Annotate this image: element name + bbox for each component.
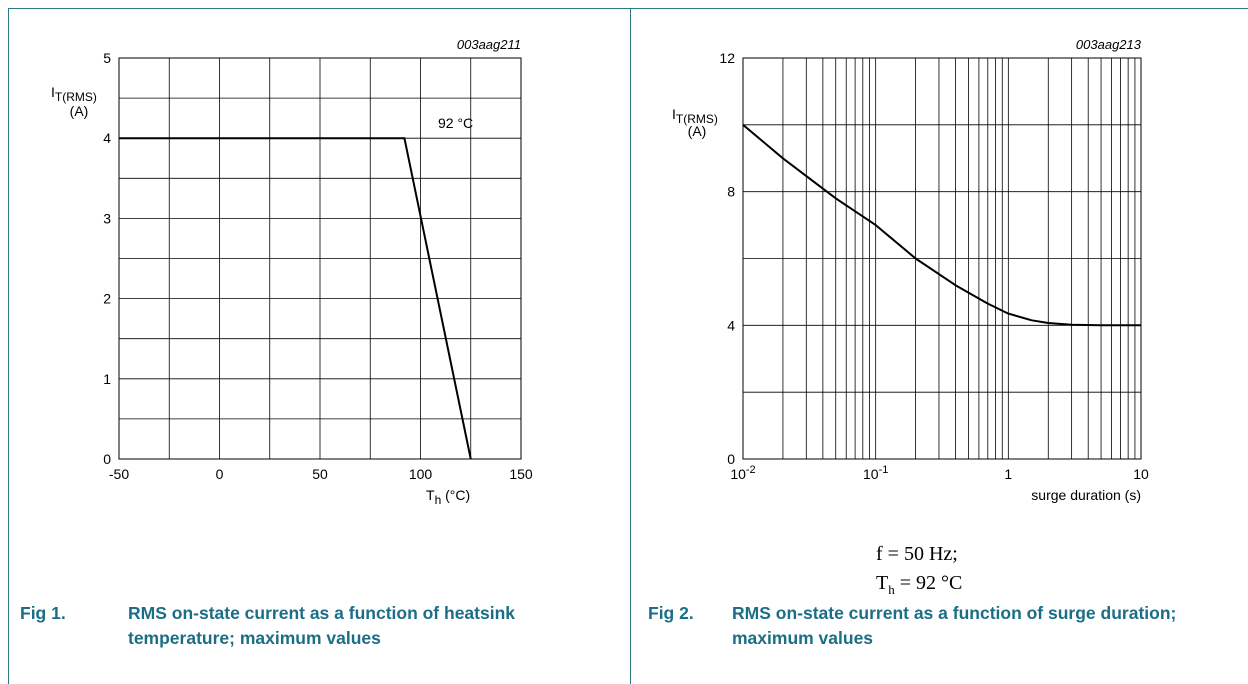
series-line	[742, 124, 1141, 327]
x-tick-label: 50	[312, 466, 328, 482]
y-tick-label: 2	[103, 291, 111, 307]
y-tick-label: 3	[103, 210, 111, 226]
x-tick-label: 1	[1004, 466, 1012, 482]
x-tick-label: 10-2	[730, 464, 755, 482]
figure-code: 003aag213	[1076, 37, 1142, 52]
figure-2-caption-text: RMS on-state current as a function of su…	[732, 603, 1177, 648]
figure-1-number: Fig 1.	[20, 603, 66, 623]
y-tick-label: 8	[727, 184, 735, 200]
series-line	[119, 137, 472, 460]
x-tick-label: 10	[1133, 466, 1149, 482]
x-tick-label: -50	[109, 466, 129, 482]
y-tick-label: 1	[103, 371, 111, 387]
plot-frame	[118, 57, 522, 460]
y-axis-unit: (A)	[688, 123, 707, 139]
figure-2-number: Fig 2.	[648, 603, 694, 623]
figure-code: 003aag211	[457, 37, 521, 52]
y-tick-label: 0	[103, 451, 111, 467]
y-tick-label: 4	[103, 130, 111, 146]
x-tick-label: 150	[509, 466, 533, 482]
x-tick-label: 0	[216, 466, 224, 482]
figure-frame-divider	[630, 8, 631, 684]
y-tick-label: 5	[103, 50, 111, 66]
y-tick-label: 4	[727, 317, 735, 333]
x-axis-label: Th (°C)	[426, 487, 470, 507]
conditions-block: f = 50 Hz; Th = 92 °C	[876, 543, 962, 597]
condition-heatsink-temp: Th = 92 °C	[876, 572, 962, 597]
chart-surge-duration: 10-2 10-1 1 10 0 4 8 12 IT(RMS)(A) surge duration…	[672, 37, 1149, 503]
figure-frame-left	[8, 8, 9, 684]
plot-frame	[742, 57, 1142, 460]
y-tick-label: 12	[719, 50, 735, 66]
figure-1-caption-text: RMS on-state current as a function of he…	[128, 603, 515, 648]
y-tick-label: 0	[727, 451, 735, 467]
x-tick-label: 100	[409, 466, 433, 482]
x-axis-label: surge duration (s)	[1031, 487, 1141, 503]
y-axis-label: IT(RMS)	[672, 106, 718, 126]
annotation-92c: 92 °C	[438, 115, 473, 131]
y-axis-unit: (A)	[70, 103, 89, 119]
condition-frequency: f = 50 Hz;	[876, 543, 958, 565]
figure-frame-top	[8, 8, 1248, 9]
x-tick-label: 10-1	[863, 464, 888, 482]
y-axis-label: IT(RMS)	[51, 84, 97, 104]
